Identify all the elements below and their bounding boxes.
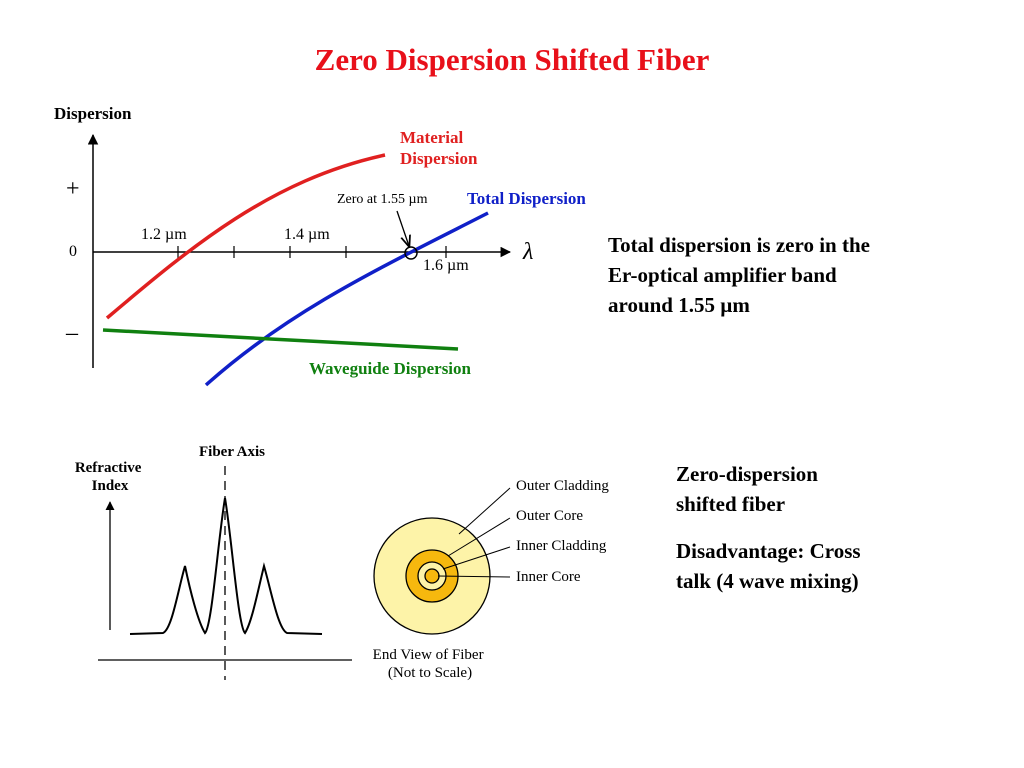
inner-cladding-label: Inner Cladding xyxy=(516,538,607,554)
leader-line xyxy=(437,575,511,578)
tick-label: 1.6 µm xyxy=(423,257,469,274)
material-dispersion-curve xyxy=(105,153,386,320)
leader-line xyxy=(442,546,511,570)
note-line: around 1.55 µm xyxy=(608,293,750,317)
note-line: Zero-dispersion xyxy=(676,462,818,486)
total-dispersion-label: Total Dispersion xyxy=(467,189,586,208)
profile-y-label: Refractive Index xyxy=(75,460,145,494)
fiber-end-view: Outer Cladding Outer Core Inner Cladding… xyxy=(373,478,610,681)
waveguide-dispersion-curve xyxy=(102,328,459,351)
fiber-type-note: Zero-dispersion shifted fiber xyxy=(676,459,818,519)
inner-core-label: Inner Core xyxy=(516,569,581,585)
outer-cladding-label: Outer Cladding xyxy=(516,478,609,494)
slide-title: Zero Dispersion Shifted Fiber xyxy=(314,42,710,77)
index-profile-curve xyxy=(129,497,323,635)
material-label: Material Dispersion xyxy=(400,128,478,168)
tick-label: 1.2 µm xyxy=(141,226,187,243)
note-line: Er-optical amplifier band xyxy=(608,263,837,287)
end-view-caption: End View of Fiber (Not to Scale) xyxy=(373,647,488,681)
note-line: Total dispersion is zero in the xyxy=(608,233,870,257)
note-line: shifted fiber xyxy=(676,492,786,516)
inner-core xyxy=(424,568,440,584)
zero-label: 0 xyxy=(69,243,77,260)
zero-crossing-marker xyxy=(404,246,418,260)
lambda-symbol: λ xyxy=(522,239,533,265)
leader-line xyxy=(447,517,511,557)
fiber-axis-label: Fiber Axis xyxy=(199,444,265,460)
disadvantage-note: Disadvantage: Cross talk (4 wave mixing) xyxy=(676,536,861,596)
plus-sign: + xyxy=(66,176,80,202)
outer-core-label: Outer Core xyxy=(516,508,583,524)
total-dispersion-curve xyxy=(204,211,489,387)
zero-callout-arrow xyxy=(396,210,409,246)
waveguide-dispersion-label: Waveguide Dispersion xyxy=(309,359,472,378)
total-dispersion-note: Total dispersion is zero in the Er-optic… xyxy=(608,230,870,320)
tick-label: 1.4 µm xyxy=(284,226,330,243)
minus-sign: – xyxy=(65,320,79,346)
note-line: talk (4 wave mixing) xyxy=(676,569,859,593)
note-line: Disadvantage: Cross xyxy=(676,539,861,563)
zero-callout-label: Zero at 1.55 µm xyxy=(337,192,428,207)
dispersion-diagram: Dispersion + – 0 λ 1.2 µm 1.4 µm 1.6 µm … xyxy=(54,104,586,387)
leader-line xyxy=(458,487,511,535)
refractive-index-profile: Refractive Index Fiber Axis xyxy=(75,444,352,680)
y-axis-label: Dispersion xyxy=(54,104,132,123)
